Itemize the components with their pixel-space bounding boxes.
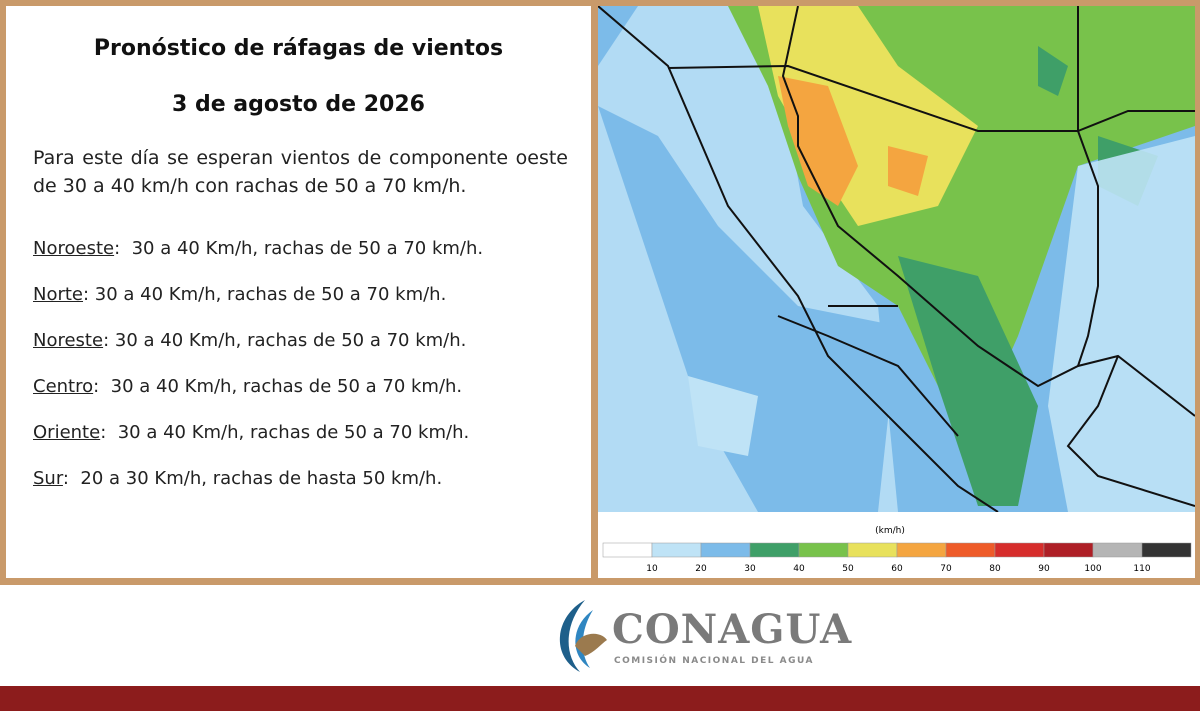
legend-tick: 110 (1133, 564, 1150, 574)
legend-swatch (896, 542, 947, 558)
legend-swatch (994, 542, 1045, 558)
region-text: : 30 a 40 Km/h, rachas de 50 a 70 km/h. (83, 284, 447, 305)
region-line: Noroeste: 30 a 40 Km/h, rachas de 50 a 7… (33, 238, 483, 259)
date: 3 de agosto de 2026 (172, 92, 425, 117)
region-text: : 30 a 40 Km/h, rachas de 50 a 70 km/h. (114, 238, 484, 259)
legend-swatch (602, 542, 653, 558)
region-name: Noroeste (33, 238, 115, 259)
region-line: Noreste: 30 a 40 Km/h, rachas de 50 a 70… (33, 330, 466, 351)
legend-swatch (1141, 542, 1192, 558)
logo-subtitle: COMISIÓN NACIONAL DEL AGUA (614, 656, 815, 666)
region-name: Sur (33, 468, 63, 489)
text-panel: Pronóstico de ráfagas de vientos 3 de ag… (6, 6, 591, 578)
legend-tick: 70 (940, 564, 952, 574)
legend-tick: 90 (1038, 564, 1050, 574)
legend-tick: 20 (695, 564, 707, 574)
color-legend: 10 20 30 40 50 60 70 80 90 100 110 (602, 542, 1192, 574)
legend-unit: (km/h) (875, 526, 905, 536)
region-text: : 20 a 30 Km/h, rachas de hasta 50 km/h. (62, 468, 443, 489)
region-name: Centro (33, 376, 94, 397)
legend-tick: 40 (793, 564, 805, 574)
region-name: Norte (33, 284, 84, 305)
legend-tick: 100 (1084, 564, 1101, 574)
legend-swatch (847, 542, 898, 558)
legend-tick: 10 (646, 564, 658, 574)
footer-bar (0, 686, 1200, 711)
legend-swatch (1043, 542, 1094, 558)
region-name: Noreste (33, 330, 104, 351)
title: Pronóstico de ráfagas de vientos (93, 36, 504, 61)
legend-tick: 30 (744, 564, 756, 574)
legend-swatch (798, 542, 849, 558)
legend-tick: 80 (989, 564, 1001, 574)
region-line: Norte: 30 a 40 Km/h, rachas de 50 a 70 k… (33, 284, 446, 305)
region-text: : 30 a 40 Km/h, rachas de 50 a 70 km/h. (100, 422, 470, 443)
legend-tick: 50 (842, 564, 854, 574)
legend-swatch (700, 542, 751, 558)
logo-name: CONAGUA (612, 606, 853, 653)
region-text: : 30 a 40 Km/h, rachas de 50 a 70 km/h. (93, 376, 463, 397)
legend-swatch (945, 542, 996, 558)
region-line: Sur: 20 a 30 Km/h, rachas de hasta 50 km… (33, 468, 442, 489)
region-line: Centro: 30 a 40 Km/h, rachas de 50 a 70 … (33, 376, 462, 397)
legend-tick: 60 (891, 564, 903, 574)
region-text: : 30 a 40 Km/h, rachas de 50 a 70 km/h. (103, 330, 467, 351)
legend-swatch (749, 542, 800, 558)
legend-swatch (1092, 542, 1143, 558)
region-name: Oriente (33, 422, 101, 443)
region-line: Oriente: 30 a 40 Km/h, rachas de 50 a 70… (33, 422, 469, 443)
legend-swatch (651, 542, 702, 558)
intro: Para este día se esperan vientos de comp… (33, 147, 568, 197)
wind-map: (km/h) 10 20 30 40 50 60 70 80 90 100 110 (598, 6, 1195, 578)
logo-icon (559, 600, 607, 672)
